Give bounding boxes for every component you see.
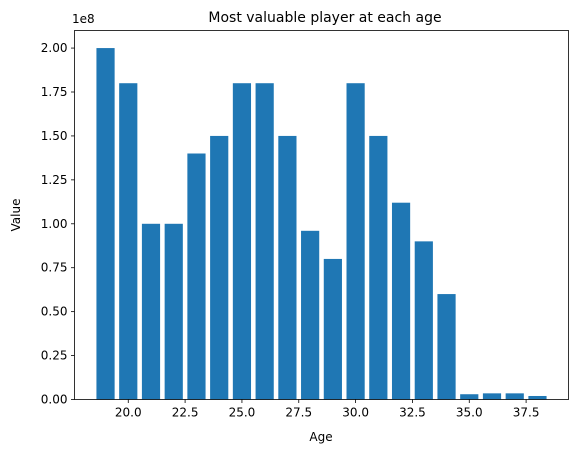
y-tick-label: 1.25 [41,173,68,187]
y-tick-label: 1.00 [41,217,68,231]
y-tick-label: 0.50 [41,305,68,319]
bar-age-21 [141,223,161,400]
x-tick-label: 37.5 [513,406,540,420]
bar-age-32 [391,202,411,400]
y-tick-label: 2.00 [41,41,68,55]
x-tick-label: 27.5 [285,406,312,420]
y-axis-label: Value [9,199,23,232]
bar-age-30 [346,83,365,400]
bar-age-28 [301,230,320,400]
chart-title: Most valuable player at each age [208,10,441,26]
bar-age-23 [187,153,206,400]
plot-frame [74,30,569,400]
bar-age-22 [164,223,183,400]
x-tick-label: 20.0 [115,406,142,420]
bar-age-33 [414,241,433,400]
x-axis-ticks: 20.0 22.5 25.0 27.5 30.0 32.5 35.0 37.5 [115,399,540,420]
y-multiplier-label: 1e8 [72,12,95,26]
bars-group [96,48,547,400]
y-tick-label: 1.75 [41,85,68,99]
bar-age-26 [255,83,274,400]
bar-age-31 [369,135,388,400]
bar-age-20 [119,83,138,400]
bar-age-34 [437,294,456,400]
y-tick-label: 0.75 [41,261,68,275]
bar-age-37 [505,393,524,400]
x-tick-label: 32.5 [399,406,426,420]
y-tick-label: 0.00 [41,393,68,407]
bar-age-24 [210,135,229,400]
bar-age-36 [482,393,502,400]
bar-age-35 [460,394,479,400]
bar-age-19 [96,48,115,400]
x-tick-label: 25.0 [229,406,256,420]
x-tick-label: 22.5 [172,406,199,420]
y-tick-label: 0.25 [41,349,68,363]
bar-age-29 [323,258,342,400]
bar-age-38 [528,395,547,400]
y-tick-label: 1.50 [41,129,68,143]
bar-age-25 [232,83,252,400]
x-axis-label: Age [309,430,332,444]
y-axis-ticks: 0.00 0.25 0.50 0.75 1.00 1.25 1.50 1.75 2.00 [41,41,75,407]
x-tick-label: 35.0 [456,406,483,420]
bar-age-27 [278,135,297,400]
x-tick-label: 30.0 [342,406,369,420]
